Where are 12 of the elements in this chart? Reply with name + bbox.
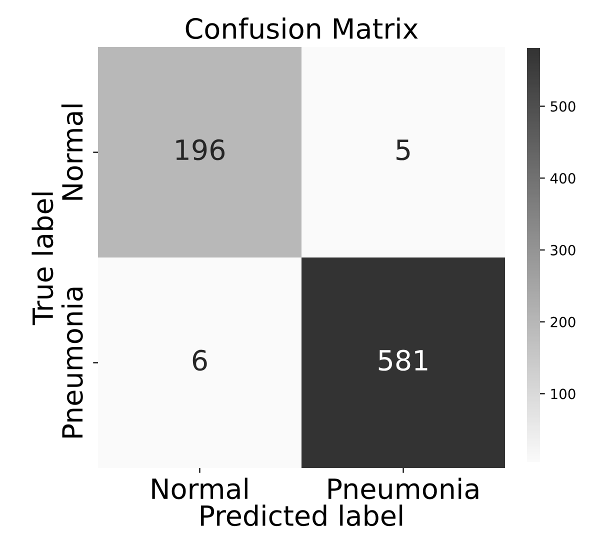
color-bar-label: 100	[551, 388, 576, 400]
color-bar-label: 200	[550, 316, 576, 328]
data-label: 5	[396, 140, 410, 160]
data-label: 196	[176, 139, 225, 160]
color-bar-label: 300	[550, 244, 576, 256]
chart-title: Confusion Matrix	[186, 18, 418, 40]
data-label: 6	[192, 350, 207, 371]
color-bar-label: 400	[550, 173, 576, 184]
color-bar-label: 500	[550, 101, 576, 112]
data-label: 581	[378, 350, 428, 371]
y-axis-title: True label	[32, 192, 54, 326]
x-axis-title: Predicted label	[201, 504, 402, 526]
